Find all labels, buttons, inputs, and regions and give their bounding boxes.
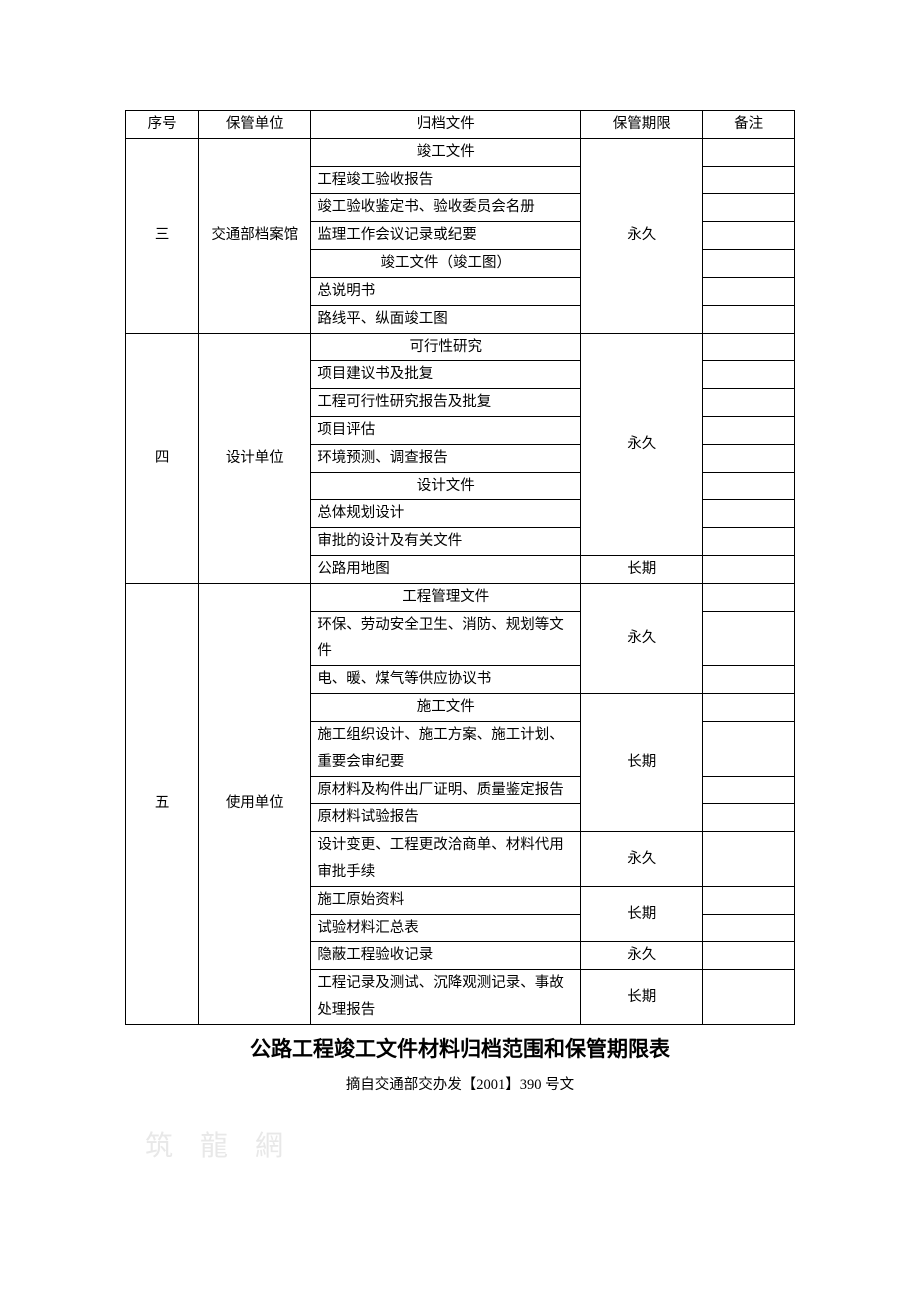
remark-cell — [703, 138, 795, 166]
remark-cell — [703, 444, 795, 472]
table-row: 四 设计单位 可行性研究 永久 — [126, 333, 795, 361]
remark-cell — [703, 500, 795, 528]
unit-3: 交通部档案馆 — [199, 138, 311, 333]
table-header-row: 序号 保管单位 归档文件 保管期限 备注 — [126, 111, 795, 139]
file-cell: 设计文件 — [311, 472, 581, 500]
file-cell: 电、暖、煤气等供应协议书 — [311, 666, 581, 694]
file-cell: 项目建议书及批复 — [311, 361, 581, 389]
remark-cell — [703, 277, 795, 305]
file-cell: 工程管理文件 — [311, 583, 581, 611]
remark-cell — [703, 556, 795, 584]
period-4b: 长期 — [581, 556, 703, 584]
file-cell: 环保、劳动安全卫生、消防、规划等文件 — [311, 611, 581, 666]
remark-cell — [703, 166, 795, 194]
remark-cell — [703, 694, 795, 722]
remark-cell — [703, 776, 795, 804]
remark-cell — [703, 333, 795, 361]
file-cell: 施工文件 — [311, 694, 581, 722]
period-3: 永久 — [581, 138, 703, 333]
remark-cell — [703, 250, 795, 278]
file-cell: 工程记录及测试、沉降观测记录、事故处理报告 — [311, 970, 581, 1025]
file-cell: 隐蔽工程验收记录 — [311, 942, 581, 970]
file-cell: 竣工文件 — [311, 138, 581, 166]
page-subtitle: 摘自交通部交办发【2001】390 号文 — [125, 1073, 795, 1094]
seq-5: 五 — [126, 583, 199, 1024]
period-5-2: 长期 — [581, 694, 703, 832]
remark-cell — [703, 970, 795, 1025]
remark-cell — [703, 305, 795, 333]
file-cell: 原材料试验报告 — [311, 804, 581, 832]
period-5-6: 长期 — [581, 970, 703, 1025]
file-cell: 总体规划设计 — [311, 500, 581, 528]
file-cell: 设计变更、工程更改洽商单、材料代用审批手续 — [311, 832, 581, 887]
table-row: 三 交通部档案馆 竣工文件 永久 — [126, 138, 795, 166]
file-cell: 施工原始资料 — [311, 886, 581, 914]
seq-3: 三 — [126, 138, 199, 333]
header-remark: 备注 — [703, 111, 795, 139]
seq-4: 四 — [126, 333, 199, 583]
remark-cell — [703, 222, 795, 250]
period-5-3: 永久 — [581, 832, 703, 887]
header-seq: 序号 — [126, 111, 199, 139]
remark-cell — [703, 914, 795, 942]
remark-cell — [703, 886, 795, 914]
file-cell: 工程竣工验收报告 — [311, 166, 581, 194]
remark-cell — [703, 942, 795, 970]
page-title: 公路工程竣工文件材料归档范围和保管期限表 — [125, 1033, 795, 1063]
file-cell: 试验材料汇总表 — [311, 914, 581, 942]
table-row: 五 使用单位 工程管理文件 永久 — [126, 583, 795, 611]
period-5-1: 永久 — [581, 583, 703, 693]
file-cell: 原材料及构件出厂证明、质量鉴定报告 — [311, 776, 581, 804]
remark-cell — [703, 583, 795, 611]
remark-cell — [703, 721, 795, 776]
file-cell: 竣工验收鉴定书、验收委员会名册 — [311, 194, 581, 222]
remark-cell — [703, 389, 795, 417]
remark-cell — [703, 472, 795, 500]
remark-cell — [703, 194, 795, 222]
remark-cell — [703, 832, 795, 887]
file-cell: 总说明书 — [311, 277, 581, 305]
header-file: 归档文件 — [311, 111, 581, 139]
file-cell: 环境预测、调查报告 — [311, 444, 581, 472]
file-cell: 项目评估 — [311, 416, 581, 444]
file-cell: 施工组织设计、施工方案、施工计划、重要会审纪要 — [311, 721, 581, 776]
file-cell: 路线平、纵面竣工图 — [311, 305, 581, 333]
remark-cell — [703, 666, 795, 694]
header-period: 保管期限 — [581, 111, 703, 139]
period-5-4: 长期 — [581, 886, 703, 942]
unit-5: 使用单位 — [199, 583, 311, 1024]
remark-cell — [703, 361, 795, 389]
archive-table: 序号 保管单位 归档文件 保管期限 备注 三 交通部档案馆 竣工文件 永久 工程… — [125, 110, 795, 1025]
header-unit: 保管单位 — [199, 111, 311, 139]
watermark-text: 筑 龍 網 — [145, 1124, 795, 1164]
file-cell: 竣工文件（竣工图） — [311, 250, 581, 278]
remark-cell — [703, 528, 795, 556]
unit-4: 设计单位 — [199, 333, 311, 583]
file-cell: 公路用地图 — [311, 556, 581, 584]
remark-cell — [703, 416, 795, 444]
remark-cell — [703, 804, 795, 832]
period-4a: 永久 — [581, 333, 703, 556]
file-cell: 可行性研究 — [311, 333, 581, 361]
period-5-5: 永久 — [581, 942, 703, 970]
file-cell: 审批的设计及有关文件 — [311, 528, 581, 556]
remark-cell — [703, 611, 795, 666]
file-cell: 监理工作会议记录或纪要 — [311, 222, 581, 250]
file-cell: 工程可行性研究报告及批复 — [311, 389, 581, 417]
